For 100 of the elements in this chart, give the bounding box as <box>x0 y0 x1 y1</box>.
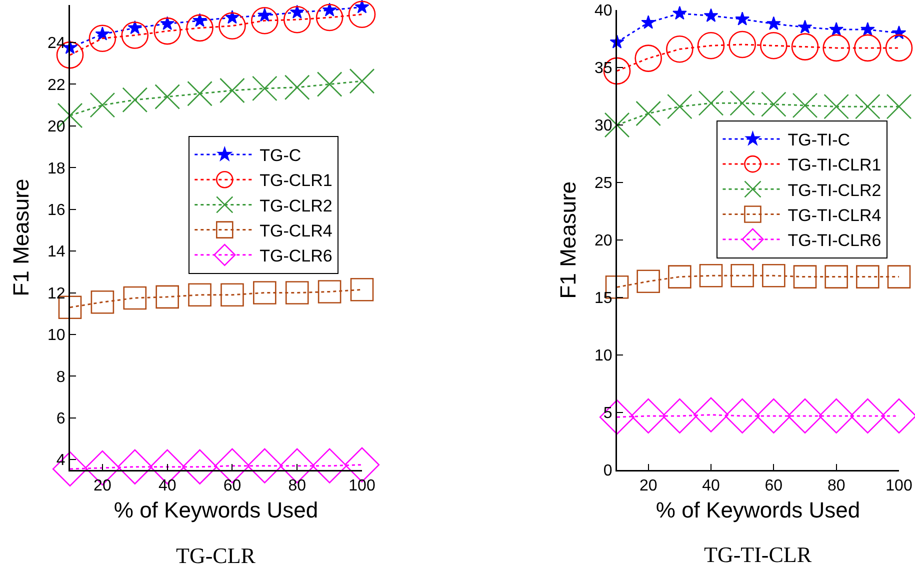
point <box>829 22 844 36</box>
point <box>128 20 142 34</box>
point <box>154 84 180 110</box>
y-axis-title: F1 Measure <box>556 181 581 299</box>
x-axis-title: % of Keywords Used <box>656 497 860 522</box>
y-tick-label: 12 <box>48 285 66 302</box>
x-tick-label: 40 <box>158 478 176 495</box>
point <box>290 4 304 18</box>
point <box>88 24 116 52</box>
x-tick-label: 100 <box>886 478 912 495</box>
point <box>283 6 311 34</box>
point <box>186 14 214 42</box>
text: TG-TI-CLR <box>704 542 812 567</box>
y-tick-label: 10 <box>48 327 66 344</box>
y-tick-label: 25 <box>594 175 612 192</box>
point <box>312 448 348 484</box>
legend-label: TG-CLR4 <box>260 221 332 240</box>
x-tick-label: 60 <box>223 478 242 495</box>
point <box>220 78 245 104</box>
legend-label: TG-TI-C <box>788 130 850 150</box>
x-tick-label: 20 <box>94 478 112 495</box>
point <box>641 15 656 29</box>
point <box>693 397 729 432</box>
point <box>636 100 661 126</box>
point <box>787 398 823 434</box>
point <box>704 8 718 22</box>
point <box>350 278 374 302</box>
y-tick-label: 10 <box>594 348 612 365</box>
point <box>636 270 660 294</box>
y-tick-label: 40 <box>594 2 612 20</box>
point <box>699 264 723 288</box>
point <box>668 265 692 288</box>
y-tick-label: 14 <box>48 244 66 261</box>
point <box>284 74 310 100</box>
point <box>154 17 181 45</box>
point <box>854 34 882 62</box>
point <box>599 400 635 435</box>
point <box>793 265 817 288</box>
y-tick-label: 5 <box>603 405 612 422</box>
point <box>322 2 337 16</box>
point <box>724 398 760 434</box>
point <box>188 283 212 306</box>
point <box>252 76 278 102</box>
point <box>220 283 244 306</box>
point <box>698 90 724 116</box>
point <box>251 6 278 34</box>
point <box>761 92 786 117</box>
point <box>662 398 698 434</box>
point <box>760 32 788 60</box>
x-tick-label: 20 <box>639 478 658 495</box>
legend-label: TG-TI-CLR2 <box>788 180 882 200</box>
point <box>730 90 755 116</box>
x-axis-title: % of Keywords Used <box>114 497 318 522</box>
point <box>881 398 915 434</box>
point <box>666 35 694 63</box>
point <box>218 12 246 40</box>
point <box>156 285 179 309</box>
x-tick-label: 40 <box>702 478 720 495</box>
point <box>349 68 375 94</box>
point <box>316 72 342 97</box>
point <box>285 281 309 304</box>
point <box>818 398 854 434</box>
point <box>822 34 850 62</box>
point <box>182 449 218 484</box>
point <box>887 265 911 288</box>
point <box>348 0 376 28</box>
y-tick-label: 0 <box>603 462 612 480</box>
x-tick-label: 100 <box>348 478 376 495</box>
point <box>634 44 662 72</box>
point <box>247 448 282 484</box>
legend-label: TG-TI-CLR1 <box>788 156 882 175</box>
point <box>730 264 754 288</box>
text: TG-CLR <box>176 543 256 568</box>
point <box>52 451 88 487</box>
y-axis-title: F1 Measure <box>8 178 34 296</box>
y-tick-label: 30 <box>594 118 612 135</box>
point <box>672 6 687 20</box>
point <box>855 94 880 120</box>
point <box>886 94 912 120</box>
y-tick-label: 20 <box>48 118 66 136</box>
point <box>762 264 786 288</box>
point <box>160 16 174 30</box>
point <box>253 281 276 304</box>
point <box>860 22 875 36</box>
y-tick-label: 24 <box>48 35 66 52</box>
point <box>697 32 725 60</box>
point <box>766 16 781 30</box>
point <box>316 4 344 32</box>
point <box>225 10 240 24</box>
y-tick-label: 16 <box>48 202 66 219</box>
legend-label: TG-C <box>260 146 302 166</box>
point <box>122 87 148 113</box>
x-tick-label: 80 <box>827 478 846 495</box>
point <box>791 33 819 60</box>
y-tick-label: 8 <box>56 368 66 386</box>
point <box>792 92 818 118</box>
x-tick-label: 80 <box>288 478 306 495</box>
y-tick-label: 22 <box>48 76 66 94</box>
point <box>756 398 792 434</box>
point <box>728 30 756 58</box>
